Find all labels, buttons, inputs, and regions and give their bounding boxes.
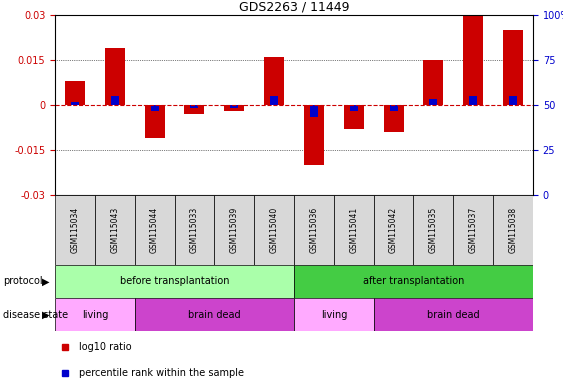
Text: brain dead: brain dead bbox=[427, 310, 480, 319]
Text: living: living bbox=[321, 310, 347, 319]
Bar bbox=[344, 105, 364, 129]
Text: living: living bbox=[82, 310, 108, 319]
Text: GSM115034: GSM115034 bbox=[70, 207, 79, 253]
Bar bbox=[55, 195, 95, 265]
Bar bbox=[145, 105, 164, 138]
Text: brain dead: brain dead bbox=[188, 310, 240, 319]
Text: percentile rank within the sample: percentile rank within the sample bbox=[79, 368, 244, 378]
Text: GSM115040: GSM115040 bbox=[270, 207, 279, 253]
Bar bbox=[470, 96, 477, 105]
Text: GSM115035: GSM115035 bbox=[429, 207, 438, 253]
Bar bbox=[254, 195, 294, 265]
Bar bbox=[190, 105, 198, 108]
Bar bbox=[71, 102, 79, 105]
Text: protocol: protocol bbox=[3, 276, 42, 286]
Bar bbox=[423, 60, 444, 105]
Bar bbox=[509, 96, 517, 105]
Bar bbox=[294, 195, 334, 265]
Bar bbox=[175, 195, 215, 265]
Bar bbox=[65, 81, 85, 105]
Text: before transplantation: before transplantation bbox=[120, 276, 229, 286]
Bar bbox=[350, 105, 358, 111]
Bar bbox=[55, 265, 294, 298]
Bar bbox=[383, 105, 404, 132]
Bar bbox=[270, 96, 278, 105]
Text: GSM115037: GSM115037 bbox=[469, 207, 478, 253]
Text: GSM115033: GSM115033 bbox=[190, 207, 199, 253]
Bar bbox=[55, 298, 135, 331]
Bar bbox=[413, 195, 453, 265]
Text: GSM115043: GSM115043 bbox=[110, 207, 119, 253]
Text: GSM115044: GSM115044 bbox=[150, 207, 159, 253]
Bar bbox=[95, 195, 135, 265]
Bar bbox=[111, 96, 119, 105]
Bar bbox=[150, 105, 159, 111]
Text: GSM115036: GSM115036 bbox=[310, 207, 319, 253]
Bar bbox=[215, 195, 254, 265]
Bar bbox=[493, 195, 533, 265]
Text: GSM115038: GSM115038 bbox=[508, 207, 517, 253]
Bar bbox=[374, 195, 413, 265]
Bar bbox=[310, 105, 318, 117]
Bar bbox=[294, 265, 533, 298]
Bar bbox=[294, 298, 374, 331]
Bar bbox=[453, 195, 493, 265]
Text: GSM115039: GSM115039 bbox=[230, 207, 239, 253]
Text: ▶: ▶ bbox=[42, 276, 50, 286]
Bar bbox=[463, 15, 483, 105]
Bar bbox=[105, 48, 125, 105]
Bar bbox=[230, 105, 238, 108]
Text: after transplantation: after transplantation bbox=[363, 276, 464, 286]
Title: GDS2263 / 11449: GDS2263 / 11449 bbox=[239, 1, 349, 14]
Text: disease state: disease state bbox=[3, 310, 68, 319]
Text: GSM115041: GSM115041 bbox=[349, 207, 358, 253]
Text: GSM115042: GSM115042 bbox=[389, 207, 398, 253]
Bar bbox=[185, 105, 204, 114]
Bar bbox=[503, 30, 523, 105]
Bar bbox=[390, 105, 397, 111]
Bar bbox=[374, 298, 533, 331]
Bar bbox=[135, 195, 175, 265]
Text: ▶: ▶ bbox=[42, 310, 50, 319]
Bar bbox=[264, 57, 284, 105]
Bar bbox=[304, 105, 324, 165]
Text: log10 ratio: log10 ratio bbox=[79, 342, 132, 352]
Bar bbox=[135, 298, 294, 331]
Bar bbox=[334, 195, 374, 265]
Bar bbox=[430, 99, 437, 105]
Bar bbox=[224, 105, 244, 111]
